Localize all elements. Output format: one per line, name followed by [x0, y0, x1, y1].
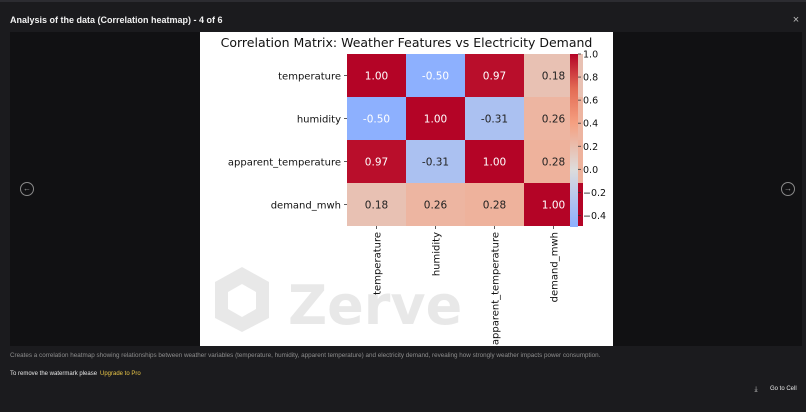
colorbar-tick-label: −0.4: [583, 211, 606, 222]
cell-value-label: -0.31: [481, 114, 508, 126]
cell-value-label: 1.00: [424, 114, 447, 126]
zerve-logo-icon: [215, 267, 269, 332]
cell-value-label: 0.18: [365, 200, 388, 212]
colorbar-tick-label: 0.4: [583, 119, 598, 130]
colorbar-tick-label: 1.0: [583, 50, 598, 61]
cell-value-label: 0.28: [483, 200, 506, 212]
go-to-cell-button[interactable]: Go to Cell: [770, 386, 797, 392]
heatmap-cell: [347, 183, 406, 226]
heatmap-figure: Zerve 1.00 -0.50 0.97 0.18 -0.50 1.00 -0.31 0.2…: [200, 32, 613, 346]
cell-value-label: 0.18: [542, 71, 565, 83]
heatmap-cell: [347, 97, 406, 140]
cell-value-label: 0.26: [424, 200, 448, 212]
arrow-right-circle-icon[interactable]: →: [781, 182, 795, 196]
colorbar-tick-label: −0.2: [583, 188, 606, 199]
heatmap-cell: [465, 140, 524, 183]
cell-value-label: -0.31: [422, 157, 449, 169]
col-label: humidity: [432, 232, 443, 276]
upgrade-to-pro-link[interactable]: Upgrade to Pro: [100, 371, 141, 377]
top-border: [0, 0, 806, 2]
row-label: temperature: [278, 72, 341, 83]
cell-value-label: 1.00: [483, 157, 506, 169]
row-label: apparent_temperature: [228, 158, 341, 169]
row-label: demand_mwh: [271, 201, 341, 212]
watermark-note: To remove the watermark please: [10, 371, 98, 377]
cell-value-label: 0.97: [483, 71, 506, 83]
col-label: apparent_temperature: [491, 232, 502, 345]
cell-value-label: 0.26: [542, 114, 566, 126]
cell-value-label: 0.97: [365, 157, 388, 169]
col-label: temperature: [373, 232, 384, 295]
heatmap-cell: [465, 97, 524, 140]
heatmap-cell: [465, 54, 524, 97]
colorbar: [570, 54, 578, 227]
heatmap-cell: [406, 97, 465, 140]
heatmap-cell: [406, 183, 465, 226]
colorbar-tick-label: 0.6: [583, 96, 598, 107]
cell-value-label: -0.50: [422, 71, 449, 83]
image-caption: Creates a correlation heatmap showing re…: [10, 352, 601, 359]
cell-value-label: -0.50: [363, 114, 390, 126]
cell-value-label: 1.00: [542, 200, 565, 212]
arrow-left-circle-icon[interactable]: ←: [20, 182, 34, 196]
colorbar-tick-label: 0.2: [583, 142, 598, 153]
heatmap-cell: [347, 54, 406, 97]
colorbar-tick-label: 0.8: [583, 73, 598, 84]
download-icon[interactable]: ⤓: [754, 386, 758, 393]
watermark: Zerve: [215, 267, 462, 337]
cell-value-label: 1.00: [365, 71, 388, 83]
heatmap-chart: Zerve 1.00 -0.50 0.97 0.18 -0.50 1.00 -0.31 0.2…: [215, 50, 606, 345]
close-icon[interactable]: ×: [792, 14, 800, 26]
cell-value-label: 0.28: [542, 157, 565, 169]
colorbar-tick-label: 0.0: [583, 165, 598, 176]
col-label: demand_mwh: [550, 232, 561, 302]
watermark-text: Zerve: [288, 274, 462, 337]
heatmap-cell: [347, 140, 406, 183]
heatmap-cell: [406, 54, 465, 97]
chart-title: Correlation Matrix: Weather Features vs …: [220, 35, 593, 50]
heatmap-cell: [465, 183, 524, 226]
row-label: humidity: [297, 115, 341, 126]
dialog-title: Analysis of the data (Correlation heatma…: [10, 15, 223, 25]
heatmap-cell: [406, 140, 465, 183]
